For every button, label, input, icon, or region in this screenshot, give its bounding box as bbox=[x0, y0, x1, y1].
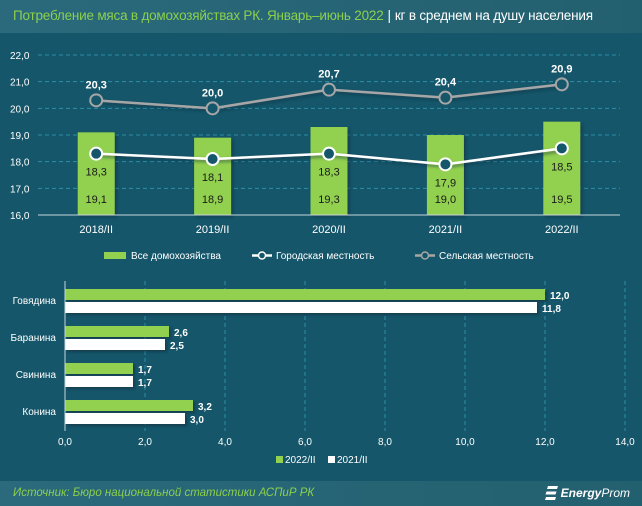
legend-swatch-2021 bbox=[328, 456, 335, 463]
bottom-legend: 2022/II 2021/II bbox=[276, 455, 368, 466]
marker-urban bbox=[438, 157, 453, 172]
bar-value-label: 11,8 bbox=[542, 304, 561, 315]
logo-text-prom: Prom bbox=[601, 486, 630, 500]
x-tick-label: 2019/II bbox=[196, 224, 230, 236]
marker-rural bbox=[205, 101, 220, 116]
energyprom-logo-icon bbox=[544, 486, 558, 500]
marker-urban bbox=[322, 146, 336, 161]
legend-marker-urban bbox=[257, 251, 267, 260]
legend-swatch-2022 bbox=[276, 456, 283, 463]
rural-value-label: 20,7 bbox=[318, 69, 339, 81]
bar-2022 bbox=[65, 289, 545, 300]
energyprom-logo: EnergyProm bbox=[544, 486, 630, 500]
bar-2022 bbox=[65, 326, 169, 337]
bottom-chart: 12,0 11,8 2,6 2,5 1,7 1,7 3,2 3,0 0,0 2,0 4,0 6,0 8… bbox=[11, 281, 635, 466]
category-label: Конина bbox=[22, 407, 56, 418]
x-tick-label: 2018/II bbox=[79, 224, 113, 236]
bar-all-households bbox=[543, 121, 581, 215]
bar-2021 bbox=[65, 376, 133, 387]
x-tick-label: 2020/II bbox=[312, 224, 346, 236]
y-tick-label: 16,0 bbox=[10, 211, 30, 222]
legend-label-rural: Сельская местность bbox=[439, 251, 534, 262]
y-tick-label: 20,0 bbox=[10, 104, 30, 115]
x-tick-label: 2021/II bbox=[429, 224, 463, 236]
x-tick-label: 6,0 bbox=[298, 437, 312, 448]
category-label: Говядина bbox=[13, 296, 57, 307]
bar-2021 bbox=[65, 339, 165, 350]
rural-value-label: 20,0 bbox=[202, 87, 223, 99]
bar-all-households bbox=[194, 137, 232, 215]
bar-all-households bbox=[77, 132, 115, 215]
bar-value-label: 19,3 bbox=[318, 194, 339, 206]
marker-rural bbox=[554, 77, 569, 92]
bar-value-label: 19,1 bbox=[85, 194, 106, 206]
bar-value-label: 3,0 bbox=[190, 415, 204, 426]
legend-marker-rural bbox=[420, 251, 430, 260]
bar-2021 bbox=[65, 302, 537, 313]
title-unit: кг в среднем на душу населения bbox=[394, 8, 593, 23]
top-legend: Все домохозяйства Городская местность Сель… bbox=[104, 251, 534, 262]
urban-value-label: 18,1 bbox=[202, 172, 223, 184]
marker-urban bbox=[554, 141, 569, 156]
bar-value-label: 19,5 bbox=[551, 194, 572, 206]
bar-value-label: 2,6 bbox=[174, 328, 188, 339]
footer-bar: Источник: Бюро национальной статистики А… bbox=[0, 481, 642, 506]
y-tick-label: 21,0 bbox=[10, 78, 30, 89]
bar-2022 bbox=[65, 363, 133, 374]
y-tick-label: 18,0 bbox=[10, 158, 30, 169]
x-tick-label: 8,0 bbox=[378, 437, 392, 448]
x-tick-label: 14,0 bbox=[615, 437, 635, 448]
source-note: Источник: Бюро национальной статистики А… bbox=[13, 487, 315, 499]
x-tick-label: 12,0 bbox=[535, 437, 555, 448]
legend-label-2021: 2021/II bbox=[337, 455, 368, 466]
x-tick-label: 4,0 bbox=[218, 437, 232, 448]
bar-value-label: 19,0 bbox=[435, 194, 456, 206]
urban-value-label: 18,3 bbox=[85, 167, 106, 179]
bar-2022 bbox=[65, 400, 193, 411]
bar-value-label: 2,5 bbox=[170, 341, 184, 352]
y-tick-label: 17,0 bbox=[10, 184, 30, 195]
bar-all-households bbox=[426, 135, 464, 215]
marker-rural bbox=[89, 93, 104, 108]
urban-value-label: 18,5 bbox=[551, 161, 572, 173]
bar-all-households bbox=[310, 127, 348, 215]
marker-urban bbox=[89, 146, 104, 161]
rural-value-label: 20,9 bbox=[551, 63, 572, 75]
legend-swatch-all-households bbox=[104, 252, 126, 259]
urban-value-label: 18,3 bbox=[318, 167, 339, 179]
bar-value-label: 3,2 bbox=[198, 402, 212, 413]
rural-value-label: 20,3 bbox=[85, 79, 106, 91]
title-main: Потребление мяса в домохозяйствах РК. Ян… bbox=[13, 8, 384, 23]
logo-text-energy: Energy bbox=[560, 486, 602, 500]
x-tick-label: 2022/II bbox=[545, 224, 579, 236]
bar-value-label: 1,7 bbox=[138, 378, 152, 389]
x-tick-label: 2,0 bbox=[138, 437, 152, 448]
marker-urban bbox=[205, 152, 220, 166]
bar-value-label: 12,0 bbox=[550, 291, 570, 302]
x-tick-label: 10,0 bbox=[455, 437, 475, 448]
rural-value-label: 20,4 bbox=[435, 77, 457, 89]
x-tick-label: 0,0 bbox=[58, 437, 72, 448]
marker-rural bbox=[438, 90, 453, 105]
legend-label-2022: 2022/II bbox=[285, 455, 316, 466]
legend-label-urban: Городская местность bbox=[276, 251, 374, 262]
title-separator: | bbox=[387, 8, 392, 23]
legend-label-all-households: Все домохозяйства bbox=[131, 251, 221, 262]
bar-value-label: 18,9 bbox=[202, 194, 223, 206]
chart-title: Потребление мяса в домохозяйствах РК. Ян… bbox=[13, 8, 593, 23]
category-label: Баранина bbox=[11, 333, 57, 344]
category-label: Свинина bbox=[16, 370, 57, 381]
urban-value-label: 17,9 bbox=[435, 177, 456, 189]
marker-rural bbox=[322, 82, 336, 97]
bar-value-label: 1,7 bbox=[138, 365, 152, 376]
bar-2021 bbox=[65, 413, 185, 424]
header-bar: Потребление мяса в домохозяйствах РК. Ян… bbox=[0, 0, 642, 33]
y-tick-label: 19,0 bbox=[10, 131, 30, 142]
y-tick-label: 22,0 bbox=[10, 51, 30, 62]
top-chart: 19,1 18,9 19,3 19,0 19,5 18,3 18,1 18,3 17,9 18,5… bbox=[10, 51, 620, 262]
